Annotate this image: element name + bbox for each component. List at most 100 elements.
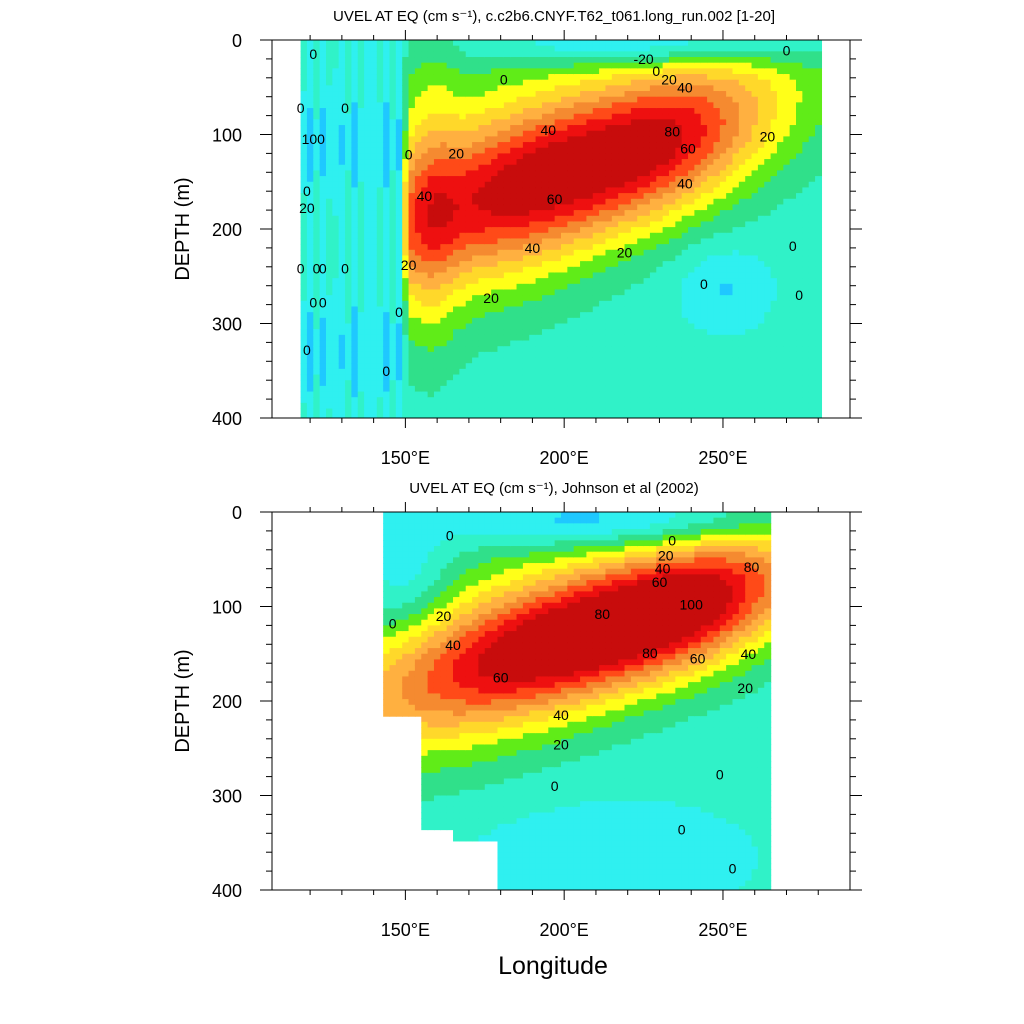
field-cell bbox=[700, 153, 708, 160]
field-cell bbox=[535, 96, 543, 103]
field-cell bbox=[472, 397, 480, 404]
field-cell bbox=[497, 125, 505, 132]
field-cell bbox=[370, 334, 378, 342]
field-cell bbox=[757, 45, 765, 52]
field-cell bbox=[770, 249, 778, 257]
field-cell bbox=[561, 397, 568, 404]
field-cell bbox=[624, 238, 632, 245]
field-cell bbox=[656, 232, 664, 240]
field-cell bbox=[395, 164, 403, 172]
field-cell bbox=[459, 102, 467, 109]
field-cell bbox=[491, 334, 499, 342]
field-cell bbox=[764, 334, 772, 342]
field-cell bbox=[325, 289, 333, 296]
field-cell bbox=[573, 317, 581, 325]
field-cell bbox=[338, 272, 346, 279]
field-cell bbox=[662, 340, 670, 347]
field-cell bbox=[529, 261, 537, 268]
field-cell bbox=[592, 340, 600, 347]
field-cell bbox=[675, 96, 683, 103]
field-cell bbox=[662, 215, 670, 223]
field-cell bbox=[770, 198, 778, 206]
field-cell bbox=[383, 408, 391, 415]
field-cell bbox=[643, 176, 651, 183]
field-cell bbox=[376, 108, 384, 115]
field-cell bbox=[567, 312, 575, 319]
field-cell bbox=[548, 306, 556, 313]
field-cell bbox=[491, 108, 499, 115]
field-cell bbox=[605, 391, 613, 398]
field-cell bbox=[313, 312, 321, 319]
field-cell bbox=[757, 380, 765, 387]
field-cell bbox=[522, 215, 530, 223]
field-cell bbox=[554, 119, 562, 126]
field-cell bbox=[541, 193, 549, 200]
field-cell bbox=[757, 204, 765, 211]
field-cell bbox=[770, 119, 778, 126]
field-cell bbox=[510, 62, 518, 69]
field-cell bbox=[656, 51, 664, 58]
field-cell bbox=[541, 312, 549, 319]
field-cell bbox=[611, 108, 619, 115]
field-cell bbox=[592, 312, 600, 319]
field-cell bbox=[472, 312, 480, 319]
field-cell bbox=[503, 380, 511, 387]
field-cell bbox=[522, 57, 530, 64]
field-cell bbox=[757, 164, 765, 172]
field-cell bbox=[440, 289, 448, 296]
field-cell bbox=[624, 368, 632, 376]
field-cell bbox=[764, 62, 772, 69]
field-cell bbox=[491, 244, 499, 251]
field-cell bbox=[751, 391, 759, 398]
field-cell bbox=[668, 176, 676, 183]
field-cell bbox=[465, 312, 473, 319]
field-cell bbox=[497, 119, 505, 126]
field-cell bbox=[529, 289, 537, 296]
field-cell bbox=[745, 142, 753, 149]
field-cell bbox=[618, 317, 626, 325]
field-cell bbox=[510, 147, 518, 154]
field-cell bbox=[611, 363, 619, 370]
field-cell bbox=[351, 244, 359, 251]
field-cell bbox=[395, 272, 403, 279]
field-cell bbox=[313, 136, 321, 143]
field-cell bbox=[605, 210, 613, 217]
field-cell bbox=[605, 193, 613, 200]
field-cell bbox=[656, 119, 664, 126]
field-cell bbox=[713, 323, 721, 330]
field-cell bbox=[313, 334, 321, 342]
field-cell bbox=[408, 380, 416, 387]
field-cell bbox=[351, 153, 359, 160]
field-cell bbox=[376, 227, 384, 234]
field-cell bbox=[503, 74, 511, 81]
field-cell bbox=[414, 295, 422, 302]
field-cell bbox=[637, 334, 645, 342]
field-cell bbox=[592, 164, 600, 172]
field-cell bbox=[510, 374, 518, 381]
field-cell bbox=[491, 57, 499, 64]
field-cell bbox=[421, 351, 429, 359]
field-cell bbox=[630, 380, 638, 387]
field-cell bbox=[694, 244, 702, 251]
field-cell bbox=[561, 215, 568, 223]
field-cell bbox=[427, 62, 435, 69]
field-cell bbox=[681, 323, 689, 330]
field-cell bbox=[713, 119, 721, 126]
field-cell bbox=[605, 244, 613, 251]
field-cell bbox=[383, 113, 391, 120]
field-cell bbox=[395, 62, 403, 69]
field-cell bbox=[719, 204, 727, 211]
field-cell bbox=[618, 249, 626, 257]
field-cell bbox=[688, 113, 695, 120]
field-cell bbox=[656, 210, 664, 217]
field-cell bbox=[618, 300, 626, 308]
field-cell bbox=[313, 289, 321, 296]
field-cell bbox=[745, 334, 753, 342]
field-cell bbox=[453, 306, 460, 313]
field-cell bbox=[389, 340, 397, 347]
field-cell bbox=[719, 238, 727, 245]
field-cell bbox=[472, 278, 480, 285]
field-cell bbox=[707, 147, 715, 154]
field-cell bbox=[611, 221, 619, 228]
field-cell bbox=[472, 368, 480, 376]
